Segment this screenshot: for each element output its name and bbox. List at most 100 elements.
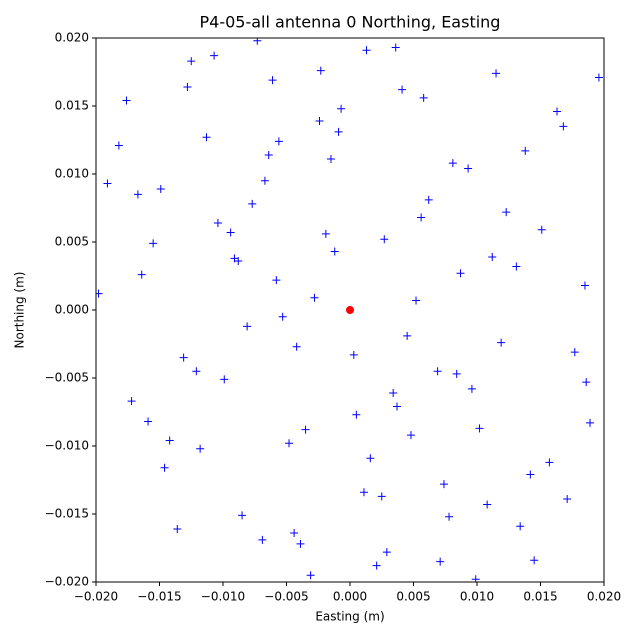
data-point bbox=[516, 522, 525, 531]
y-tick-label: −0.005 bbox=[45, 371, 89, 385]
data-point bbox=[96, 289, 103, 298]
data-point bbox=[452, 369, 461, 378]
y-tick-label: 0.000 bbox=[55, 303, 89, 317]
y-tick-label: −0.010 bbox=[45, 439, 89, 453]
data-point bbox=[226, 228, 235, 237]
data-point bbox=[160, 463, 169, 472]
data-point bbox=[580, 281, 589, 290]
data-point bbox=[149, 239, 158, 248]
data-point bbox=[412, 296, 421, 305]
data-point bbox=[122, 96, 131, 105]
data-point bbox=[337, 104, 346, 113]
data-point bbox=[424, 195, 433, 204]
data-point bbox=[419, 93, 428, 102]
data-point bbox=[349, 350, 358, 359]
data-point bbox=[315, 116, 324, 125]
data-point bbox=[464, 164, 473, 173]
data-point bbox=[570, 348, 579, 357]
data-point bbox=[285, 439, 294, 448]
data-point bbox=[144, 417, 153, 426]
data-point bbox=[392, 402, 401, 411]
data-point bbox=[238, 511, 247, 520]
x-tick-label: 0.005 bbox=[396, 590, 430, 604]
data-point bbox=[553, 107, 562, 116]
data-point bbox=[582, 378, 591, 387]
data-point bbox=[537, 225, 546, 234]
x-tick-label: −0.020 bbox=[74, 590, 118, 604]
data-point bbox=[586, 418, 595, 427]
data-point bbox=[372, 561, 381, 570]
data-point bbox=[359, 488, 368, 497]
data-point bbox=[321, 229, 330, 238]
data-point bbox=[179, 353, 188, 362]
data-point bbox=[439, 480, 448, 489]
data-point bbox=[594, 73, 603, 82]
data-point bbox=[377, 492, 386, 501]
plot-area bbox=[96, 38, 603, 582]
data-point bbox=[330, 247, 339, 256]
data-point bbox=[475, 424, 484, 433]
data-point bbox=[173, 524, 182, 533]
data-point bbox=[260, 176, 269, 185]
data-point bbox=[483, 500, 492, 509]
data-point bbox=[559, 122, 568, 131]
data-point bbox=[382, 548, 391, 557]
data-point bbox=[310, 293, 319, 302]
data-point bbox=[326, 155, 335, 164]
data-point bbox=[526, 470, 535, 479]
chart-title: P4-05-all antenna 0 Northing, Easting bbox=[200, 13, 501, 32]
data-point bbox=[448, 159, 457, 168]
data-point bbox=[127, 397, 136, 406]
data-point bbox=[366, 454, 375, 463]
data-point bbox=[183, 82, 192, 91]
data-point bbox=[502, 208, 511, 217]
x-tick-label: −0.005 bbox=[264, 590, 308, 604]
data-point bbox=[213, 218, 222, 227]
y-tick-label: 0.005 bbox=[55, 235, 89, 249]
data-point bbox=[196, 444, 205, 453]
x-tick-label: 0.000 bbox=[333, 590, 367, 604]
x-axis-label: Easting (m) bbox=[315, 610, 384, 624]
data-point bbox=[192, 367, 201, 376]
data-point bbox=[306, 571, 315, 580]
data-point bbox=[316, 66, 325, 75]
data-point bbox=[433, 367, 442, 376]
data-point bbox=[268, 76, 277, 85]
data-point bbox=[436, 557, 445, 566]
data-point bbox=[274, 137, 283, 146]
data-point bbox=[512, 262, 521, 271]
y-tick-label: 0.010 bbox=[55, 167, 89, 181]
data-point bbox=[346, 306, 354, 314]
data-point bbox=[334, 127, 343, 136]
data-point bbox=[530, 556, 539, 565]
y-tick-label: 0.020 bbox=[55, 31, 89, 45]
data-point bbox=[488, 252, 497, 261]
data-point bbox=[406, 431, 415, 440]
data-point bbox=[403, 331, 412, 340]
y-tick-label: −0.020 bbox=[45, 575, 89, 589]
data-point bbox=[391, 43, 400, 52]
data-point bbox=[352, 410, 361, 419]
data-point bbox=[278, 312, 287, 321]
data-point bbox=[220, 375, 229, 384]
data-point bbox=[137, 270, 146, 279]
data-point bbox=[362, 46, 371, 55]
data-point bbox=[234, 257, 243, 266]
data-point bbox=[243, 322, 252, 331]
data-point bbox=[456, 269, 465, 278]
y-tick-label: 0.015 bbox=[55, 99, 89, 113]
x-tick-label: −0.010 bbox=[201, 590, 245, 604]
data-point bbox=[248, 199, 257, 208]
data-point bbox=[103, 179, 112, 188]
x-tick-label: −0.015 bbox=[137, 590, 181, 604]
data-point bbox=[417, 213, 426, 222]
y-axis-label: Northing (m) bbox=[13, 272, 27, 349]
data-point bbox=[290, 529, 299, 538]
data-point bbox=[272, 276, 281, 285]
data-point bbox=[545, 458, 554, 467]
x-tick-label: 0.020 bbox=[587, 590, 621, 604]
data-point bbox=[563, 495, 572, 504]
